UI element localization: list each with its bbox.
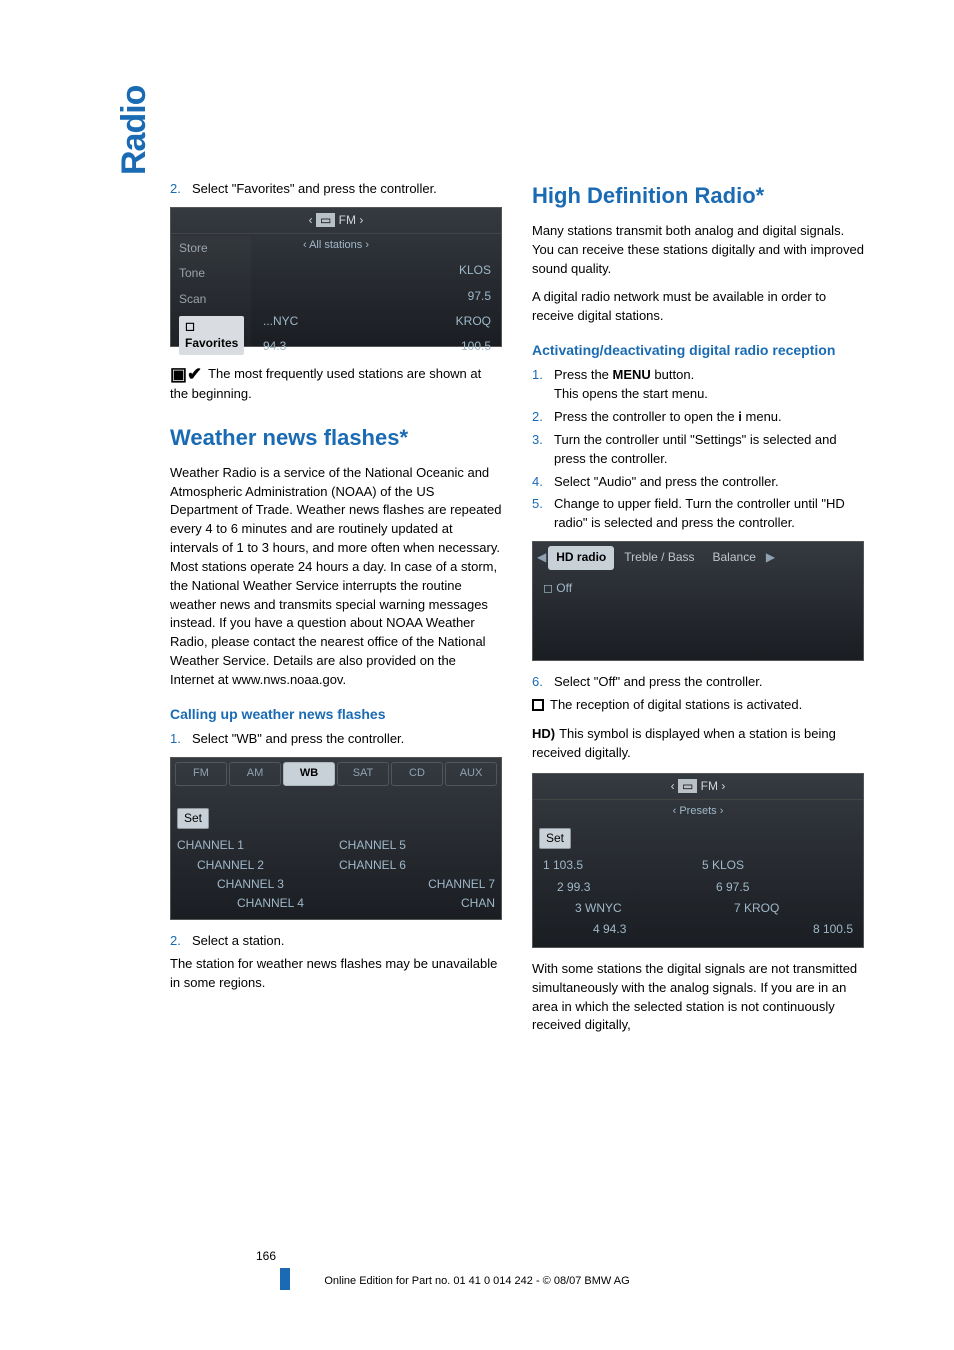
hd-symbol-note: HD)This symbol is displayed when a stati…	[532, 725, 864, 763]
band-tab: AM	[229, 762, 281, 786]
channel-cell: CHANNEL 4	[177, 895, 333, 912]
step-number: 2.	[170, 180, 192, 199]
set-label: Set	[539, 828, 571, 849]
step-number: 2.	[532, 408, 554, 427]
step-text: Turn the controller until "Settings" is …	[554, 431, 864, 469]
channel-cell: CHANNEL 2	[177, 857, 333, 874]
calling-note: The station for weather news flashes may…	[170, 955, 502, 993]
square-note: The reception of digital stations is act…	[532, 696, 864, 715]
preset-cell: 6 97.5	[698, 877, 857, 898]
band-tab-active: WB	[283, 762, 335, 786]
step-number: 1.	[532, 366, 554, 404]
hd-para: Many stations transmit both analog and d…	[532, 222, 864, 279]
step-text: Select a station.	[192, 932, 502, 951]
step-text: Select "Favorites" and press the control…	[192, 180, 502, 199]
preset-cell: 2 99.3	[539, 877, 698, 898]
step-item: 1. Select "WB" and press the controller.	[170, 730, 502, 749]
wb-channels-screenshot: FM AM WB SAT CD AUX Set CHANNEL 1 CHANNE…	[170, 757, 502, 920]
step-text: Press the MENU button. This opens the st…	[554, 366, 864, 404]
cell: KLOS	[459, 262, 491, 279]
shot-top-label: FM	[701, 779, 718, 793]
hd-heading: High Definition Radio*	[532, 180, 864, 212]
preset-cell: 7 KROQ	[698, 898, 857, 919]
step-item: 4. Select "Audio" and press the controll…	[532, 473, 864, 492]
channel-cell: CHANNEL 7	[339, 876, 495, 893]
side-item: Store	[171, 236, 251, 261]
off-row: Off	[556, 581, 572, 595]
info-icon: i	[738, 409, 742, 424]
left-column: 2. Select "Favorites" and press the cont…	[170, 180, 502, 1045]
hd-icon: HD)	[532, 726, 555, 741]
band-tab: AUX	[445, 762, 497, 786]
settings-tab: Balance	[705, 546, 764, 569]
fm-presets-screenshot: ‹ ▭ FM › ‹ Presets › Set 1 103.5 5 KLOS …	[532, 773, 864, 948]
channel-cell: CHAN	[339, 895, 495, 912]
preset-cell: 4 94.3	[539, 919, 698, 940]
step-item: 5. Change to upper field. Turn the contr…	[532, 495, 864, 533]
cell: 94.3	[263, 338, 286, 355]
step-text: Select "Off" and press the controller.	[554, 673, 864, 692]
preset-cell: 5 KLOS	[698, 855, 857, 876]
channel-cell: CHANNEL 5	[339, 837, 495, 854]
weather-body: Weather Radio is a service of the Nation…	[170, 464, 502, 690]
side-item-selected: ◻ Favorites	[179, 316, 244, 355]
tail-para: With some stations the digital signals a…	[532, 960, 864, 1035]
channel-cell: CHANNEL 1	[177, 837, 333, 854]
step-item: 2. Select a station.	[170, 932, 502, 951]
band-tab: CD	[391, 762, 443, 786]
settings-tab: Treble / Bass	[616, 546, 702, 569]
band-tab: SAT	[337, 762, 389, 786]
shot-top-label: FM	[339, 213, 356, 227]
step-number: 3.	[532, 431, 554, 469]
channel-cell: CHANNEL 3	[177, 876, 333, 893]
shot-sub-label: All stations	[309, 239, 362, 251]
step-number: 6.	[532, 673, 554, 692]
hd-radio-settings-screenshot: ◀ HD radio Treble / Bass Balance ▶ ◻ Off	[532, 541, 864, 661]
settings-tab-active: HD radio	[548, 546, 614, 569]
square-icon	[532, 699, 544, 711]
step-item: 2. Press the controller to open the i me…	[532, 408, 864, 427]
step-number: 2.	[170, 932, 192, 951]
step-text: Press the controller to open the i menu.	[554, 408, 864, 427]
calling-heading: Calling up weather news flashes	[170, 704, 502, 724]
step-number: 1.	[170, 730, 192, 749]
step-text: Select "Audio" and press the controller.	[554, 473, 864, 492]
step-item: 6. Select "Off" and press the controller…	[532, 673, 864, 692]
step-text: Change to upper field. Turn the controll…	[554, 495, 864, 533]
radio-favorites-screenshot: ‹ ▭ FM › ‹ All stations › Store Tone Sca…	[170, 207, 502, 347]
cell: KROQ	[456, 313, 491, 330]
side-item: Scan	[171, 287, 251, 312]
shot-sub-label: Presets	[679, 805, 716, 817]
step-item: 3. Turn the controller until "Settings" …	[532, 431, 864, 469]
set-label: Set	[177, 808, 209, 829]
footer-text: Online Edition for Part no. 01 41 0 014 …	[0, 1274, 954, 1290]
step-item: 1. Press the MENU button. This opens the…	[532, 366, 864, 404]
section-tab: Radio	[110, 86, 159, 175]
step-number: 4.	[532, 473, 554, 492]
step-item: 2. Select "Favorites" and press the cont…	[170, 180, 502, 199]
hd-para: A digital radio network must be availabl…	[532, 288, 864, 326]
tick-note: ▣✔The most frequently used stations are …	[170, 359, 502, 404]
step-text: Select "WB" and press the controller.	[192, 730, 502, 749]
cell: 100.5	[461, 338, 491, 355]
page-number: 166	[256, 1248, 276, 1265]
checkmark-icon: ▣✔	[170, 364, 202, 384]
weather-heading: Weather news flashes*	[170, 422, 502, 454]
activating-heading: Activating/deactivating digital radio re…	[532, 340, 864, 360]
step-number: 5.	[532, 495, 554, 533]
preset-cell: 8 100.5	[698, 919, 857, 940]
preset-cell: 3 WNYC	[539, 898, 698, 919]
channel-cell: CHANNEL 6	[339, 857, 495, 874]
cell: ...NYC	[263, 313, 298, 330]
right-column: High Definition Radio* Many stations tra…	[532, 180, 864, 1045]
side-item: Tone	[171, 261, 251, 286]
band-tab: FM	[175, 762, 227, 786]
cell: 97.5	[468, 288, 491, 305]
preset-cell: 1 103.5	[539, 855, 698, 876]
